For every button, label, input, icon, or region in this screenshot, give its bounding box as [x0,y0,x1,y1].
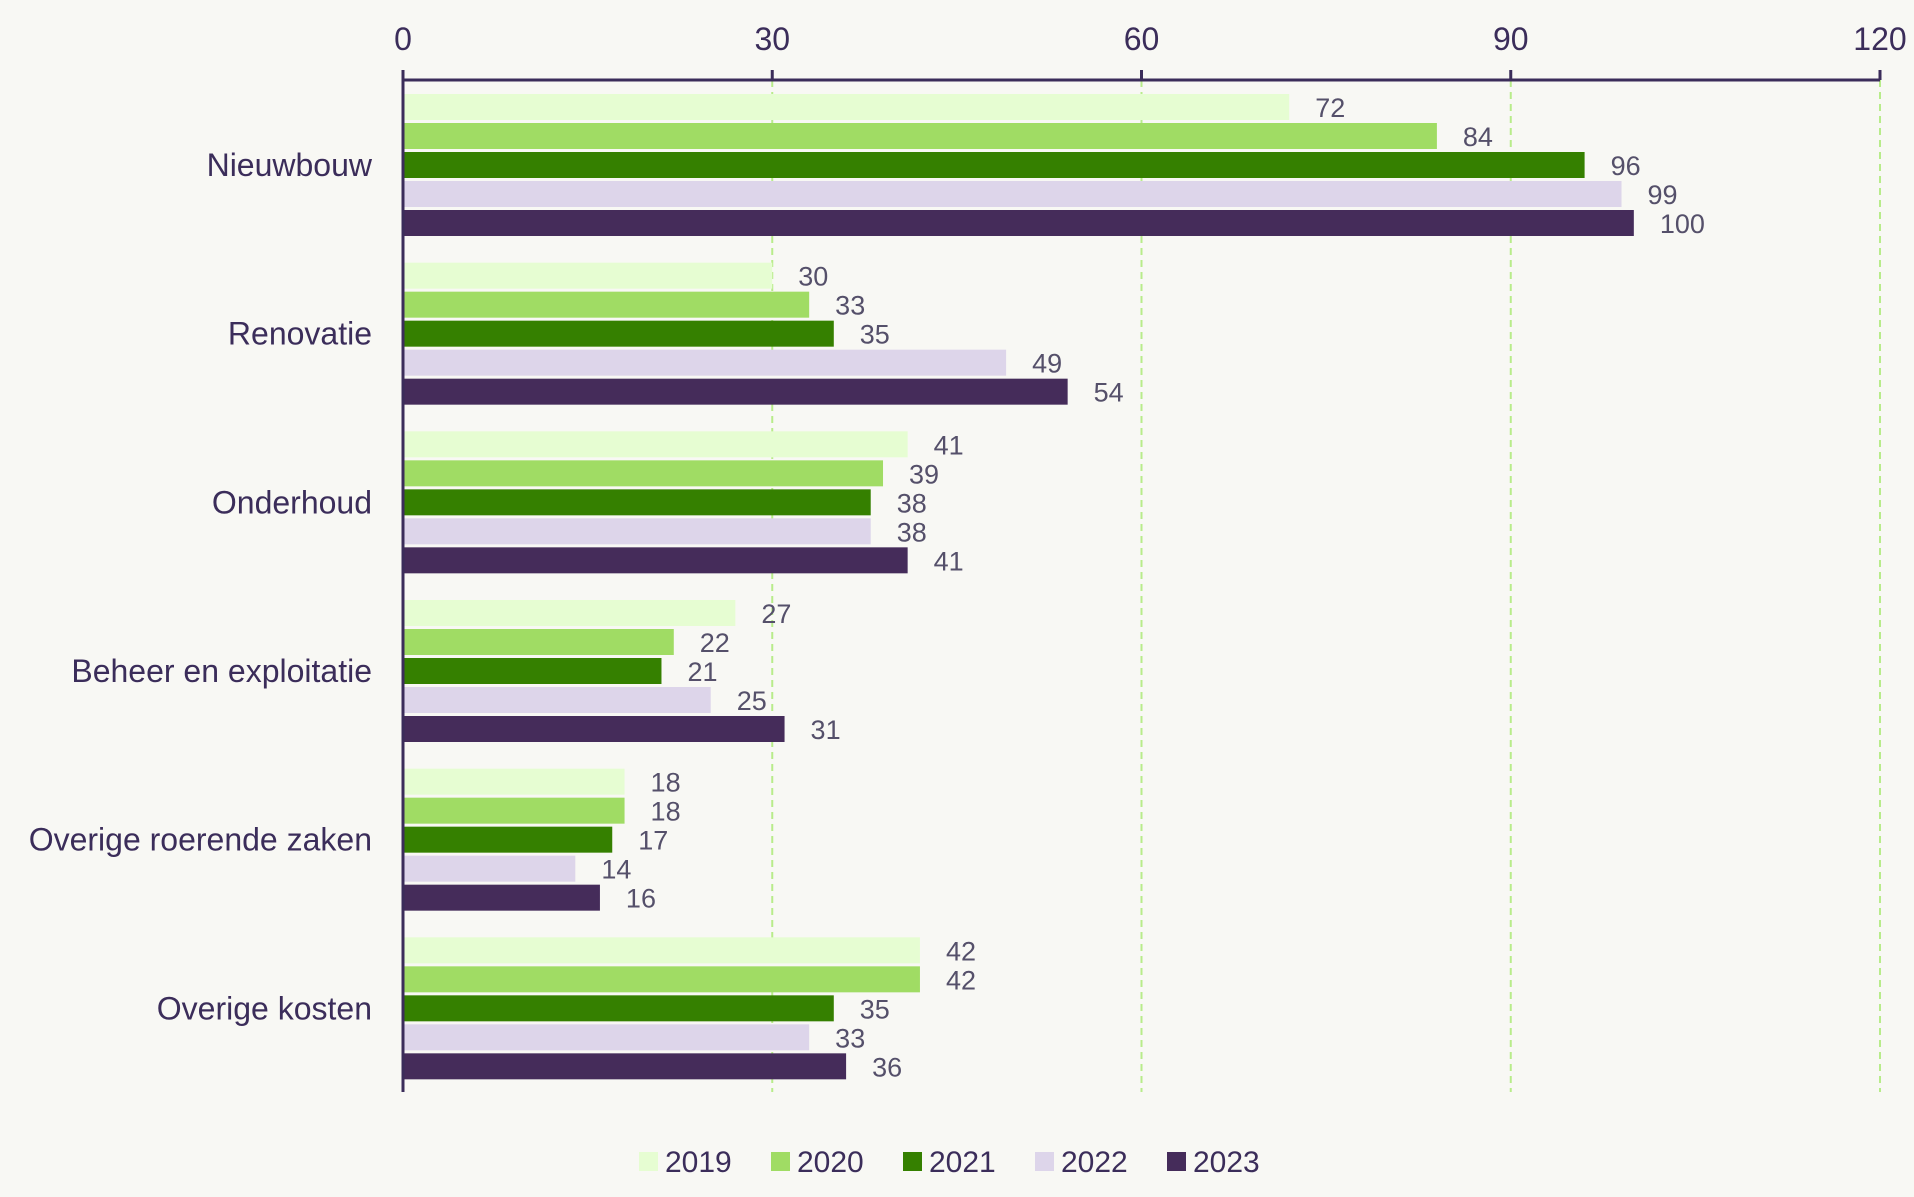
data-label: 36 [872,1052,902,1082]
data-label: 84 [1463,122,1493,152]
category-label: Renovatie [228,316,372,352]
legend-swatch [903,1152,922,1171]
bar [404,995,834,1022]
bar [404,884,600,911]
data-label: 49 [1032,349,1062,379]
bar [404,855,576,882]
category-label: Overige roerende zaken [29,822,372,858]
data-label: 14 [601,855,631,885]
legend-label: 2022 [1061,1146,1128,1179]
data-label: 39 [909,459,939,489]
x-tick-label: 60 [1124,21,1160,57]
data-label: 25 [737,686,767,716]
data-label: 35 [860,320,890,350]
data-label: 18 [651,768,681,798]
x-tick-label: 0 [394,21,412,57]
bar [404,291,810,318]
legend-swatch [639,1152,658,1171]
bar [404,716,785,742]
legend-label: 2021 [929,1146,996,1179]
bar [404,629,674,655]
bar [404,320,834,347]
category-label: Beheer en exploitatie [71,653,372,689]
bar [404,1024,810,1051]
data-label: 41 [934,430,964,460]
x-tick-label: 120 [1853,21,1906,57]
category-label: Onderhoud [212,484,372,520]
legend-label: 2019 [665,1146,732,1179]
data-label: 38 [897,488,927,518]
data-label: 38 [897,517,927,547]
bar [404,431,908,458]
data-label: 99 [1648,180,1678,210]
bar [404,658,662,684]
legend-swatch [1167,1152,1186,1171]
data-label: 18 [651,797,681,827]
category-label: Overige kosten [157,990,372,1026]
data-label: 27 [761,599,791,629]
data-label: 42 [946,965,976,995]
bar [404,826,613,853]
data-label: 100 [1660,209,1705,239]
data-label: 72 [1315,93,1345,123]
bar [404,262,773,289]
bar [404,94,1290,120]
data-label: 42 [946,936,976,966]
legend-swatch [771,1152,790,1171]
data-label: 22 [700,628,730,658]
bar [404,181,1622,207]
bar [404,378,1068,405]
x-tick-label: 30 [754,21,790,57]
bar [404,152,1585,178]
data-label: 96 [1611,151,1641,181]
bar [404,123,1437,149]
data-label: 54 [1094,378,1124,408]
bar [404,489,871,516]
bar [404,600,736,626]
data-label: 31 [811,715,841,745]
bar [404,966,920,993]
bar [404,547,908,574]
data-label: 33 [835,291,865,321]
bar [404,518,871,545]
data-label: 16 [626,884,656,914]
category-label: Nieuwbouw [207,147,373,183]
data-label: 21 [687,657,717,687]
legend-label: 2020 [797,1146,864,1179]
bar [404,797,625,824]
bar [404,1053,847,1080]
bar [404,460,884,487]
bar [404,349,1007,376]
bar [404,687,711,713]
x-tick-label: 90 [1493,21,1529,57]
data-label: 33 [835,1023,865,1053]
legend-swatch [1035,1152,1054,1171]
data-label: 17 [638,826,668,856]
legend-label: 2023 [1193,1146,1260,1179]
bar [404,937,920,964]
data-label: 35 [860,994,890,1024]
data-label: 41 [934,546,964,576]
bar [404,768,625,795]
bar [404,210,1634,236]
data-label: 30 [798,262,828,292]
